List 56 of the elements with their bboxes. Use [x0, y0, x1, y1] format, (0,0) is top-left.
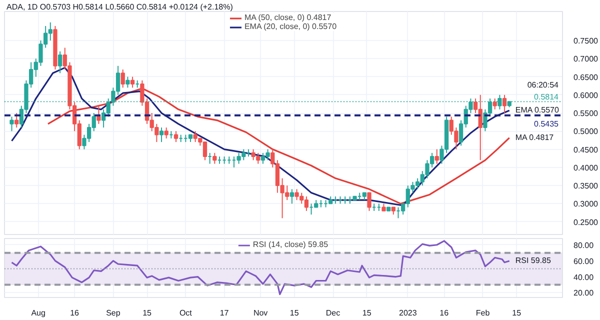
x-tick-label: 16	[440, 308, 450, 318]
candlestick	[290, 188, 294, 204]
annotation: RSI 59.85	[515, 256, 552, 265]
y-tick-label: 0.7500	[574, 36, 599, 46]
candlestick	[434, 148, 439, 164]
candlestick	[58, 50, 62, 74]
x-tick-label: 15	[290, 308, 300, 318]
line-series	[10, 240, 510, 296]
x-tick-label: 16	[70, 308, 80, 318]
y-tick-label: 0.3500	[574, 182, 599, 191]
annotation: MA 0.4817	[515, 132, 554, 142]
x-tick-label: Aug	[31, 308, 46, 318]
x-tick-label: Oct	[179, 308, 193, 318]
x-tick-label: 2023	[399, 308, 418, 318]
annotation: 06:20:54	[527, 80, 560, 90]
y-tick-label: 0.7000	[574, 54, 599, 64]
y-tick-label: 0.5500	[574, 109, 599, 118]
candlestick	[367, 192, 372, 212]
candlestick	[126, 76, 130, 88]
y-tick-label: 0.5000	[574, 127, 599, 136]
candlestick	[502, 94, 507, 114]
candlestick	[159, 127, 164, 143]
candlestick	[164, 127, 168, 139]
x-tick-label: 15	[512, 308, 522, 318]
legend-label: RSI (14, close) 59.85	[252, 240, 328, 249]
y-tick-label: 0.6500	[574, 72, 599, 82]
y-tick-label: 80.00	[574, 240, 594, 250]
y-tick-label: 0.3000	[574, 200, 599, 209]
ref-line-label: 0.5435	[534, 119, 560, 128]
y-tick-label: 0.4500	[574, 145, 599, 154]
y-tick-label: 60.00	[574, 256, 594, 266]
chart-title: ADA, 1D O0.5703 H0.5814 L0.5660 C0.5814 +0.0124 (+2.18%)	[6, 2, 233, 12]
legend-label: MA (50, close, 0) 0.4817	[244, 13, 332, 22]
legend-label: EMA (20, close, 0) 0.5570	[244, 22, 337, 31]
x-tick-label: 17	[220, 308, 230, 318]
candlestick	[130, 76, 135, 88]
candlestick	[174, 130, 178, 143]
y-tick-label: 40.00	[574, 272, 594, 282]
y-tick-label: 0.2500	[574, 218, 599, 227]
candlestick	[212, 152, 217, 164]
x-tick-label: Sep	[106, 308, 121, 318]
y-tick-label: 20.00	[574, 288, 594, 298]
annotation: EMA 0.5570	[515, 105, 560, 114]
candlestick	[492, 98, 497, 110]
y-tick-label: 0.6000	[574, 90, 599, 100]
x-tick-label: Feb	[476, 308, 490, 318]
candlestick	[10, 116, 14, 132]
x-tick-label: Nov	[253, 308, 268, 318]
candlestick	[120, 69, 125, 88]
y-tick-label: 0.4000	[574, 163, 599, 172]
x-tick-label: Dec	[326, 308, 340, 318]
candlestick	[14, 112, 19, 128]
x-tick-label: 15	[362, 308, 372, 318]
candlestick	[96, 105, 101, 124]
x-tick-label: 15	[142, 308, 152, 318]
ref-line-label: 0.5814	[534, 92, 560, 102]
